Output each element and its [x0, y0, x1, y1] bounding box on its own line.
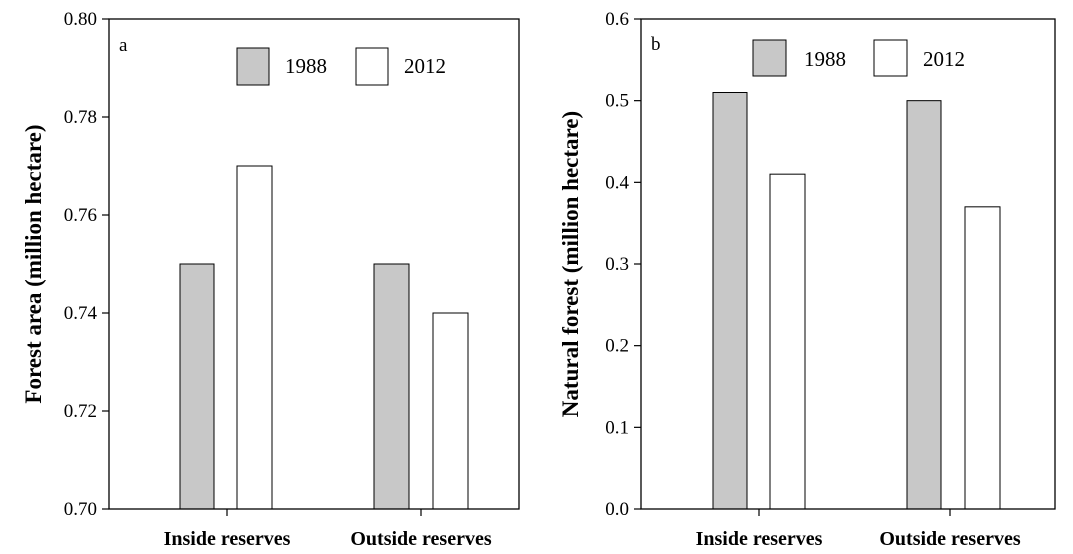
- legend-label-1988: 1988: [804, 47, 846, 71]
- x-category-label: Inside reserves: [696, 528, 823, 549]
- y-tick-label: 0.78: [64, 107, 97, 128]
- legend-swatch-2012: [873, 39, 908, 77]
- y-axis-title: Natural forest (million hectare): [558, 111, 583, 417]
- bar-outside-reserves-2012: [432, 312, 469, 510]
- x-category-label: Outside reserves: [879, 528, 1020, 549]
- y-tick-label: 0.6: [605, 9, 629, 30]
- y-tick-label: 0.3: [605, 254, 629, 275]
- y-tick-label: 0.74: [64, 303, 98, 324]
- legend-label-1988: 1988: [285, 54, 327, 78]
- y-tick-label: 0.1: [605, 417, 629, 438]
- bar-inside-reserves-1988: [712, 92, 748, 510]
- plot-frame: [108, 18, 520, 510]
- bar-inside-reserves-2012: [236, 165, 273, 510]
- chart-panel-a: 0.70 0.72 0.74 0.76 0.78 0.80 Inside reserves O…: [21, 9, 520, 550]
- y-tick-label: 0.76: [64, 205, 97, 226]
- bar-outside-reserves-1988: [906, 100, 942, 510]
- y-axis-title: Forest area (million hectare): [21, 124, 46, 403]
- x-category-label: Outside reserves: [350, 528, 491, 549]
- y-tick-label: 0.72: [64, 401, 97, 422]
- legend: 1988 2012: [752, 39, 965, 77]
- legend-label-2012: 2012: [923, 47, 965, 71]
- panel-label: a: [119, 35, 128, 56]
- bar-outside-reserves-2012: [964, 206, 1001, 510]
- chart-panel-b: 0.0 0.1 0.2 0.3 0.4 0.5 0.6 Inside reserves Outs…: [558, 9, 1056, 550]
- y-tick-label: 0.5: [605, 91, 629, 112]
- x-category-label: Inside reserves: [164, 528, 291, 549]
- bar-inside-reserves-1988: [179, 263, 215, 510]
- legend-swatch-1988: [752, 39, 787, 77]
- bar-inside-reserves-2012: [769, 173, 806, 510]
- y-tick-label: 0.80: [64, 9, 97, 30]
- y-tick-label: 0.2: [605, 336, 629, 357]
- y-tick-label: 0.0: [605, 499, 629, 520]
- legend: 1988 2012: [236, 47, 446, 86]
- legend-label-2012: 2012: [404, 54, 446, 78]
- legend-swatch-2012: [355, 47, 389, 86]
- legend-swatch-1988: [236, 47, 270, 86]
- y-tick-label: 0.70: [64, 499, 97, 520]
- y-tick-label: 0.4: [605, 172, 629, 193]
- bar-outside-reserves-1988: [373, 263, 410, 510]
- panel-label: b: [651, 34, 661, 55]
